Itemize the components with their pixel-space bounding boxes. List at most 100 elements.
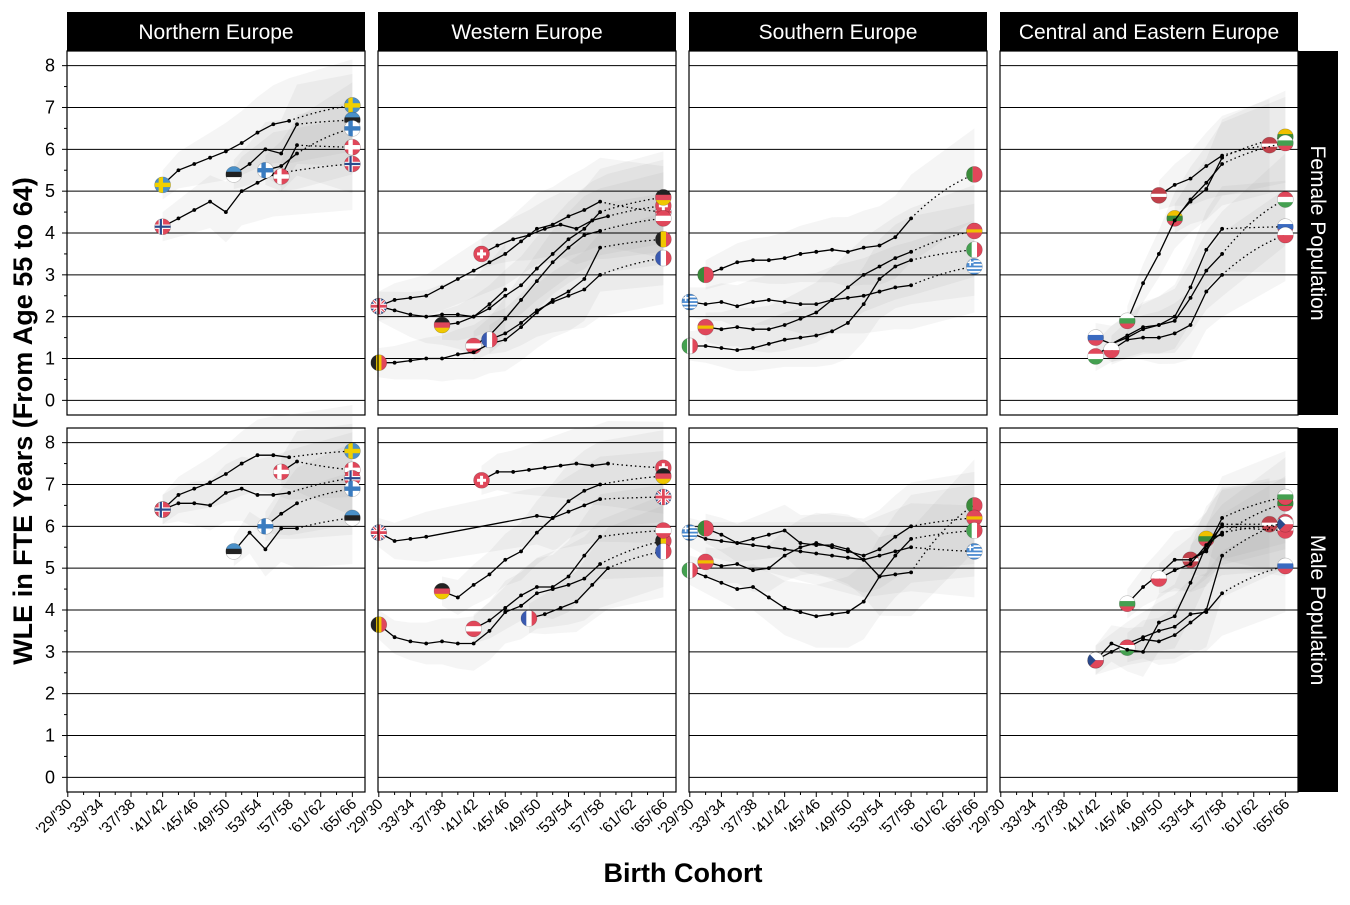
panel-1-3 [999, 427, 1299, 793]
data-point [440, 285, 444, 290]
data-point [766, 258, 771, 263]
projection-line [607, 550, 664, 569]
data-point [751, 300, 755, 304]
data-point [271, 122, 276, 127]
flag-hungary-icon [1277, 191, 1294, 208]
data-point [598, 534, 603, 539]
data-point [719, 532, 724, 537]
data-point [1188, 323, 1193, 327]
ci-ribbon [689, 484, 975, 648]
data-point [735, 304, 740, 309]
flag-united-kingdom-icon [370, 524, 387, 541]
projection-line [910, 249, 975, 261]
ci-ribbon [378, 193, 664, 382]
data-point [519, 298, 523, 302]
x-axis-title: Birth Cohort [604, 858, 763, 888]
series-line [528, 567, 609, 620]
data-point [751, 258, 755, 263]
data-point [424, 293, 429, 298]
data-point [751, 585, 755, 589]
series-line [489, 274, 601, 341]
data-point [590, 582, 595, 587]
data-point [1141, 327, 1145, 332]
data-point [392, 308, 397, 313]
flag-denmark-icon [273, 168, 290, 185]
flag-belgium-icon [370, 616, 387, 633]
data-point [503, 316, 508, 321]
ci-ribbon [378, 494, 664, 671]
data-point [424, 641, 429, 646]
data-point [719, 539, 724, 543]
data-point [861, 557, 866, 562]
ci-ribbon [689, 220, 975, 336]
y-axis-title: WLE in FTE Years (From Age 55 to 64) [8, 177, 38, 665]
panel-0-3 [999, 50, 1299, 416]
y-tick-label: 5 [45, 558, 55, 578]
data-point [782, 528, 787, 533]
series-line [705, 251, 912, 330]
data-point [1220, 162, 1225, 166]
data-point [1204, 608, 1209, 612]
data-point [511, 237, 516, 242]
data-point [192, 162, 197, 166]
facet-strip-0 [67, 12, 365, 51]
data-point [877, 243, 882, 248]
flag-austria-icon [465, 620, 482, 637]
flag-czech-republic-icon [1277, 516, 1294, 533]
row-strip-1 [1298, 428, 1338, 792]
data-point [845, 295, 850, 300]
data-point [279, 164, 284, 168]
data-point [598, 272, 603, 277]
ci-ribbon [442, 430, 664, 615]
data-point [845, 610, 850, 614]
data-point [574, 461, 579, 466]
data-point [782, 300, 787, 304]
data-point [814, 541, 819, 545]
series-line [705, 527, 912, 578]
data-point [582, 277, 587, 281]
data-point [534, 513, 539, 518]
data-point [582, 553, 587, 558]
projection-line [599, 200, 664, 213]
data-point [487, 302, 492, 307]
data-point [877, 289, 882, 294]
data-point [861, 553, 866, 558]
data-point [735, 587, 740, 591]
flag-united-kingdom-icon [655, 489, 672, 506]
projection-line [296, 460, 353, 471]
y-tick-label: 4 [45, 600, 55, 620]
ci-ribbon [162, 59, 353, 200]
data-point [782, 606, 787, 610]
flag-bulgaria-icon [1119, 312, 1136, 329]
data-point [830, 329, 834, 334]
flag-portugal-icon [966, 497, 983, 514]
ci-ribbon [1190, 478, 1270, 577]
data-point [719, 300, 724, 304]
data-point [255, 493, 260, 497]
flag-estonia-icon [225, 166, 242, 183]
data-point [1188, 295, 1193, 300]
data-point [424, 314, 429, 319]
data-point [566, 574, 571, 579]
data-point [495, 470, 500, 474]
flag-norway-icon [154, 218, 171, 235]
data-point [566, 582, 571, 587]
data-point [909, 536, 914, 541]
data-point [424, 356, 429, 361]
data-point [534, 308, 539, 313]
data-point [192, 486, 197, 491]
data-point [798, 549, 803, 554]
data-point [814, 551, 819, 556]
data-point [558, 463, 563, 468]
data-point [558, 606, 563, 610]
data-point [735, 348, 740, 353]
ci-ribbon [473, 484, 664, 644]
data-point [782, 553, 787, 558]
data-point [1220, 553, 1225, 558]
flag-austria-icon [655, 210, 672, 227]
projection-line [296, 127, 353, 155]
data-point [550, 260, 555, 265]
data-point [814, 310, 819, 315]
flag-poland-icon [1103, 342, 1120, 359]
data-point [719, 266, 724, 271]
